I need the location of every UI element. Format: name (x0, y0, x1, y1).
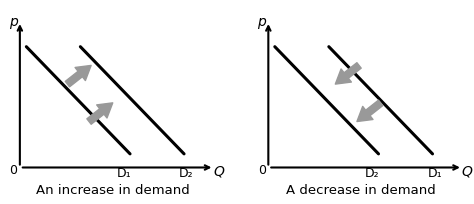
Text: Q: Q (213, 164, 224, 178)
Text: D₁: D₁ (116, 166, 131, 179)
Text: D₂: D₂ (365, 166, 379, 179)
FancyArrowPatch shape (65, 66, 91, 87)
Text: p: p (9, 15, 18, 29)
Text: 0: 0 (258, 163, 266, 176)
Text: A decrease in demand: A decrease in demand (286, 183, 436, 196)
Text: D₁: D₁ (428, 166, 442, 179)
Text: p: p (257, 15, 266, 29)
FancyArrowPatch shape (87, 103, 113, 125)
Text: Q: Q (462, 164, 473, 178)
FancyArrowPatch shape (335, 63, 361, 85)
Text: 0: 0 (9, 163, 18, 176)
FancyArrowPatch shape (357, 101, 383, 122)
Text: D₂: D₂ (179, 166, 193, 179)
Text: An increase in demand: An increase in demand (36, 183, 190, 196)
